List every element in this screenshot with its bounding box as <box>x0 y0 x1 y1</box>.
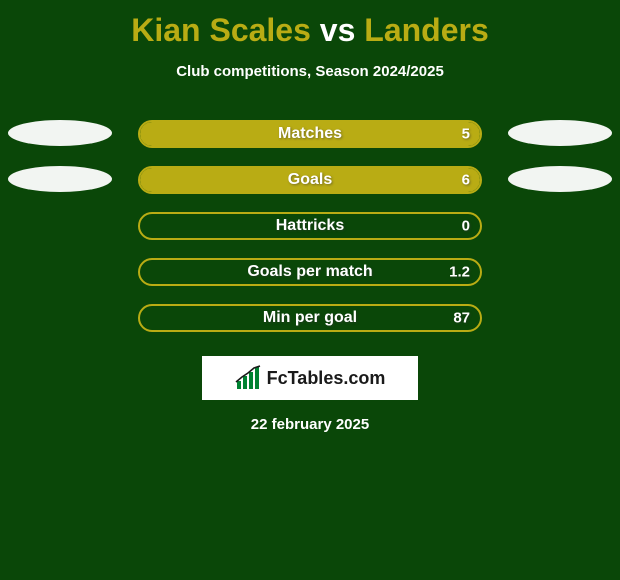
stat-value: 5 <box>462 126 470 143</box>
fctables-logo-box[interactable]: FcTables.com <box>202 356 418 400</box>
logo-text: FcTables.com <box>267 368 386 389</box>
player2-marker <box>508 166 612 192</box>
stat-value: 87 <box>453 310 470 327</box>
subtitle: Club competitions, Season 2024/2025 <box>176 63 444 80</box>
player1-marker <box>8 120 112 146</box>
stat-row: Hattricks0 <box>0 212 620 240</box>
stat-bar-track: Goals6 <box>138 166 482 194</box>
page-title: Kian Scales vs Landers <box>131 12 489 49</box>
stats-area: Matches5 Goals6 Hattricks0 Goals per match1… <box>0 120 620 332</box>
stat-label: Min per goal <box>140 309 480 327</box>
player2-name: Landers <box>364 12 488 48</box>
date-text: 22 february 2025 <box>251 416 369 433</box>
stat-row: Goals per match1.2 <box>0 258 620 286</box>
stat-bar-track: Goals per match1.2 <box>138 258 482 286</box>
comparison-card: Kian Scales vs Landers Club competitions… <box>0 0 620 580</box>
stat-bar-track: Hattricks0 <box>138 212 482 240</box>
stat-label: Matches <box>140 125 480 143</box>
bar-chart-icon <box>235 365 261 391</box>
vs-separator: vs <box>311 12 364 48</box>
stat-row: Min per goal87 <box>0 304 620 332</box>
stat-row: Matches5 <box>0 120 620 148</box>
player1-marker <box>8 166 112 192</box>
stat-label: Goals per match <box>140 263 480 281</box>
stat-value: 1.2 <box>449 264 470 281</box>
player1-name: Kian Scales <box>131 12 311 48</box>
stat-value: 0 <box>462 218 470 235</box>
stat-bar-track: Matches5 <box>138 120 482 148</box>
stat-value: 6 <box>462 172 470 189</box>
player2-marker <box>508 120 612 146</box>
stat-label: Hattricks <box>140 217 480 235</box>
fctables-logo: FcTables.com <box>235 365 386 391</box>
stat-bar-track: Min per goal87 <box>138 304 482 332</box>
stat-label: Goals <box>140 171 480 189</box>
stat-row: Goals6 <box>0 166 620 194</box>
